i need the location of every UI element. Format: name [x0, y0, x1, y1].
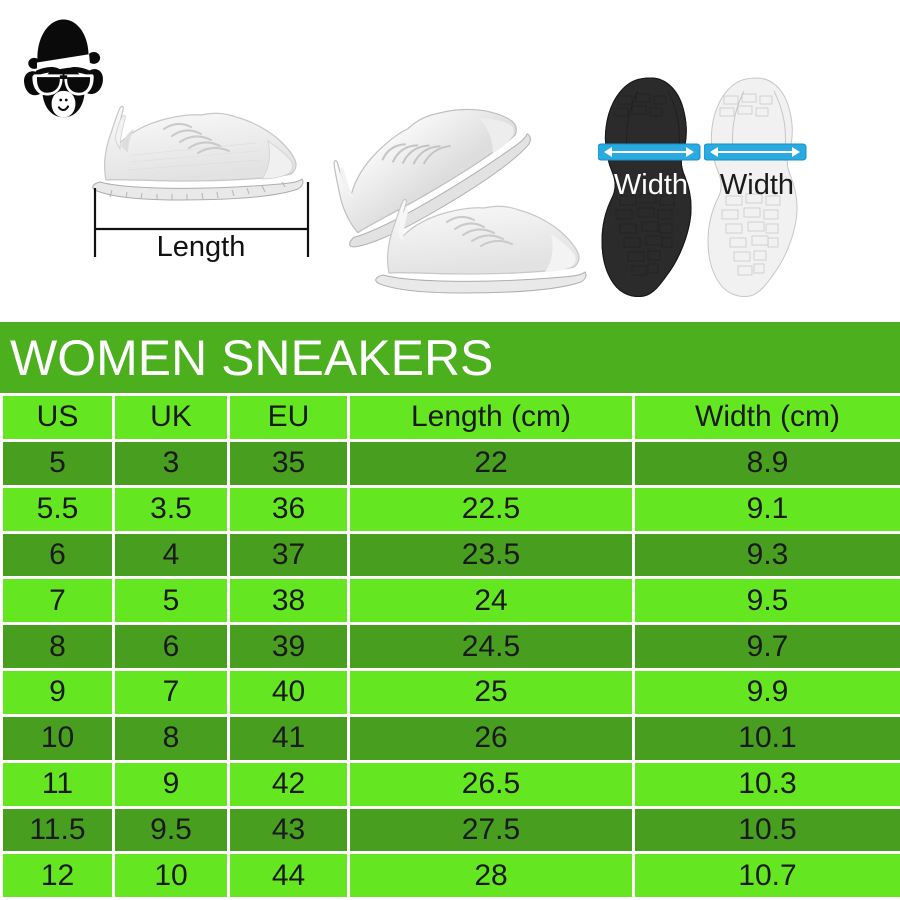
svg-text:Width: Width — [614, 169, 688, 201]
svg-text:Width: Width — [720, 169, 794, 201]
svg-text:Length: Length — [157, 231, 246, 263]
